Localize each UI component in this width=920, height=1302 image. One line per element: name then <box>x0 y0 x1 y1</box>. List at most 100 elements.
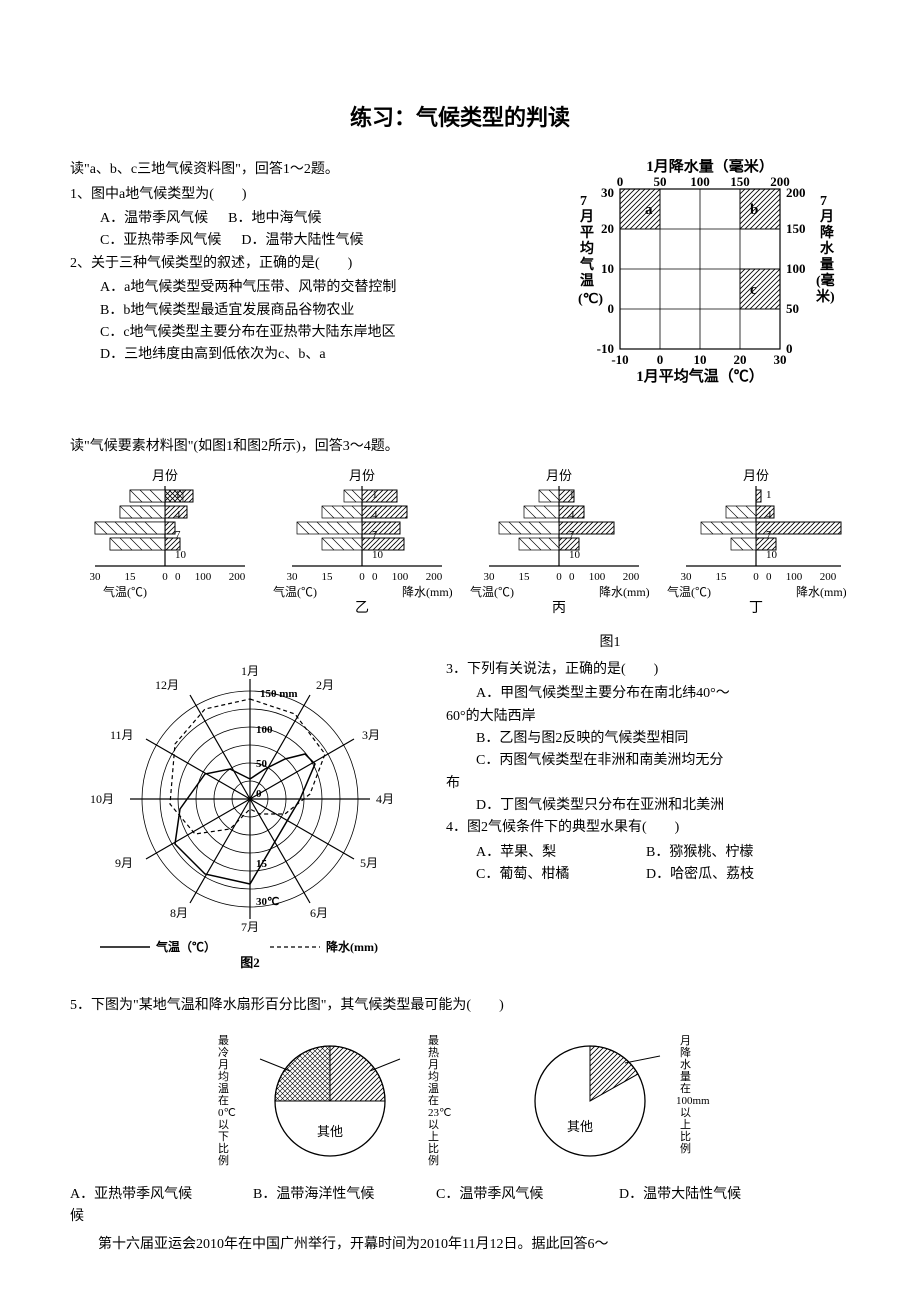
svg-text:丙: 丙 <box>552 601 566 616</box>
svg-text:月降水量在100mm以上比例: 月降水量在100mm以上比例 <box>676 1035 710 1155</box>
svg-text:15: 15 <box>518 571 530 583</box>
svg-text:15: 15 <box>124 571 136 583</box>
svg-text:5月: 5月 <box>360 856 378 870</box>
q3-opt-c2: 布 <box>446 773 850 795</box>
scatter-chart: 1月降水量（毫米） a b c -10 <box>560 159 850 389</box>
svg-text:降水(mm): 降水(mm) <box>796 585 846 599</box>
q5-opt-c: C．温带季风气候 <box>436 1184 601 1206</box>
mini-chart-ding: 月份 1 4 7 10 <box>666 466 846 616</box>
mini-chart-bing: 月份 1 4 7 10 <box>469 466 649 616</box>
svg-text:最热月均温在23℃以上比例: 最热月均温在23℃以上比例 <box>428 1034 451 1167</box>
q5-text: 5．下图为"某地气温和降水扇形百分比图"，其气候类型最可能为( ) <box>70 995 850 1017</box>
svg-text:0: 0 <box>256 788 262 800</box>
svg-text:1: 1 <box>766 489 772 501</box>
svg-text:7月降 水量(毫米): 7月降 水量(毫米) <box>816 194 838 305</box>
q1-opt-c: C．亚热带季风气候 <box>100 230 221 252</box>
q1-opt-b: B．地中海气候 <box>228 208 321 230</box>
svg-text:图2: 图2 <box>240 955 260 969</box>
q3-text: 3．下列有关说法，正确的是( ) <box>446 659 850 681</box>
svg-text:0: 0 <box>372 571 378 583</box>
svg-text:乙: 乙 <box>355 600 369 616</box>
svg-text:30: 30 <box>89 571 101 583</box>
q5-opt-d: D．温带大陆性气候 <box>619 1184 741 1206</box>
q4-text: 4．图2气候条件下的典型水果有( ) <box>446 817 850 839</box>
svg-text:100: 100 <box>786 261 806 276</box>
svg-text:12月: 12月 <box>155 678 179 692</box>
svg-text:200: 200 <box>228 571 245 583</box>
svg-text:0: 0 <box>569 571 575 583</box>
q2-opt-c: C．c地气候类型主要分布在亚热带大陆东岸地区 <box>100 322 548 344</box>
q5-opt-b: B．温带海洋性气候 <box>253 1184 418 1206</box>
sec1-intro: 读"a、b、c三地气候资料图"，回答1～2题。 <box>70 159 548 181</box>
q3-opt-a: A．甲图气候类型主要分布在南北纬40°～ <box>476 683 850 705</box>
svg-text:100: 100 <box>588 571 605 583</box>
chart1-top-title: 1月降水量（毫米） <box>646 159 774 175</box>
fig1-label: 图1 <box>370 632 850 654</box>
page-title: 练习：气候类型的判读 <box>70 100 850 135</box>
q2-text: 2、关于三种气候类型的叙述，正确的是( ) <box>70 253 548 275</box>
q5-opt-a: A．亚热带季风气候 <box>70 1184 235 1206</box>
svg-text:气温(℃): 气温(℃) <box>103 584 147 599</box>
svg-text:150 mm: 150 mm <box>260 688 298 700</box>
svg-text:降水(mm): 降水(mm) <box>326 939 378 954</box>
q1-opt-a: A．温带季风气候 <box>100 208 208 230</box>
svg-text:100: 100 <box>256 724 273 736</box>
mini-chart-jia: 月份 1 4 7 10 <box>75 466 255 616</box>
svg-text:100: 100 <box>194 571 211 583</box>
svg-text:其他: 其他 <box>317 1124 343 1139</box>
svg-text:0: 0 <box>175 571 181 583</box>
q4-opt-a: A．苹果、梨 <box>476 842 626 864</box>
svg-text:月份: 月份 <box>348 468 374 483</box>
svg-text:30℃: 30℃ <box>256 896 279 908</box>
q4-opt-c: C．葡萄、柑橘 <box>476 864 626 886</box>
svg-text:50: 50 <box>786 301 799 316</box>
svg-text:10: 10 <box>569 549 581 561</box>
svg-text:月份: 月份 <box>151 468 177 483</box>
svg-text:10: 10 <box>175 549 187 561</box>
svg-text:7月: 7月 <box>241 920 259 934</box>
svg-text:50: 50 <box>654 174 667 189</box>
svg-text:0: 0 <box>608 301 615 316</box>
svg-text:0: 0 <box>753 571 759 583</box>
svg-text:11月: 11月 <box>110 728 134 742</box>
svg-text:15: 15 <box>321 571 333 583</box>
svg-text:10月: 10月 <box>90 792 114 806</box>
svg-text:100: 100 <box>391 571 408 583</box>
svg-text:10: 10 <box>601 261 614 276</box>
svg-text:其他: 其他 <box>567 1119 593 1134</box>
svg-text:150: 150 <box>730 174 750 189</box>
svg-text:1月平均气温（℃）: 1月平均气温（℃） <box>636 367 764 385</box>
svg-text:30: 30 <box>774 352 787 367</box>
q5-opt-d-suffix: 候 <box>70 1206 850 1228</box>
svg-text:8月: 8月 <box>170 906 188 920</box>
svg-text:100: 100 <box>690 174 710 189</box>
q2-opt-d: D．三地纬度由高到低依次为c、b、a <box>100 344 548 366</box>
svg-text:月份: 月份 <box>742 468 768 483</box>
svg-text:0: 0 <box>766 571 772 583</box>
svg-text:丁: 丁 <box>749 601 763 616</box>
svg-text:气温(℃): 气温(℃) <box>667 584 711 599</box>
q1-text: 1、图中a地气候类型为( ) <box>70 184 548 206</box>
svg-text:200: 200 <box>622 571 639 583</box>
svg-text:降水(mm): 降水(mm) <box>599 585 649 599</box>
svg-text:0: 0 <box>657 352 664 367</box>
svg-text:30: 30 <box>680 571 692 583</box>
svg-text:150: 150 <box>786 221 806 236</box>
radar-chart: 1月 2月 3月 4月 5月 6月 7月 8月 9月 10月 11月 12月 1… <box>70 659 430 969</box>
svg-text:a: a <box>645 202 653 218</box>
svg-text:30: 30 <box>483 571 495 583</box>
svg-text:200: 200 <box>425 571 442 583</box>
svg-text:10: 10 <box>766 549 778 561</box>
svg-text:c: c <box>750 282 757 298</box>
q4-opt-d: D．哈密瓜、荔枝 <box>646 864 754 886</box>
svg-text:b: b <box>750 202 758 218</box>
q2-opt-a: A．a地气候类型受两种气压带、风带的交替控制 <box>100 277 548 299</box>
svg-text:15: 15 <box>715 571 727 583</box>
svg-text:气温(℃): 气温(℃) <box>273 584 317 599</box>
svg-text:6月: 6月 <box>310 906 328 920</box>
q2-opt-b: B．b地气候类型最适宜发展商品谷物农业 <box>100 300 548 322</box>
svg-text:200: 200 <box>819 571 836 583</box>
footer: 第十六届亚运会2010年在中国广州举行，开幕时间为2010年11月12日。据此回… <box>70 1234 850 1256</box>
svg-text:30: 30 <box>601 185 614 200</box>
svg-text:4月: 4月 <box>376 792 394 806</box>
